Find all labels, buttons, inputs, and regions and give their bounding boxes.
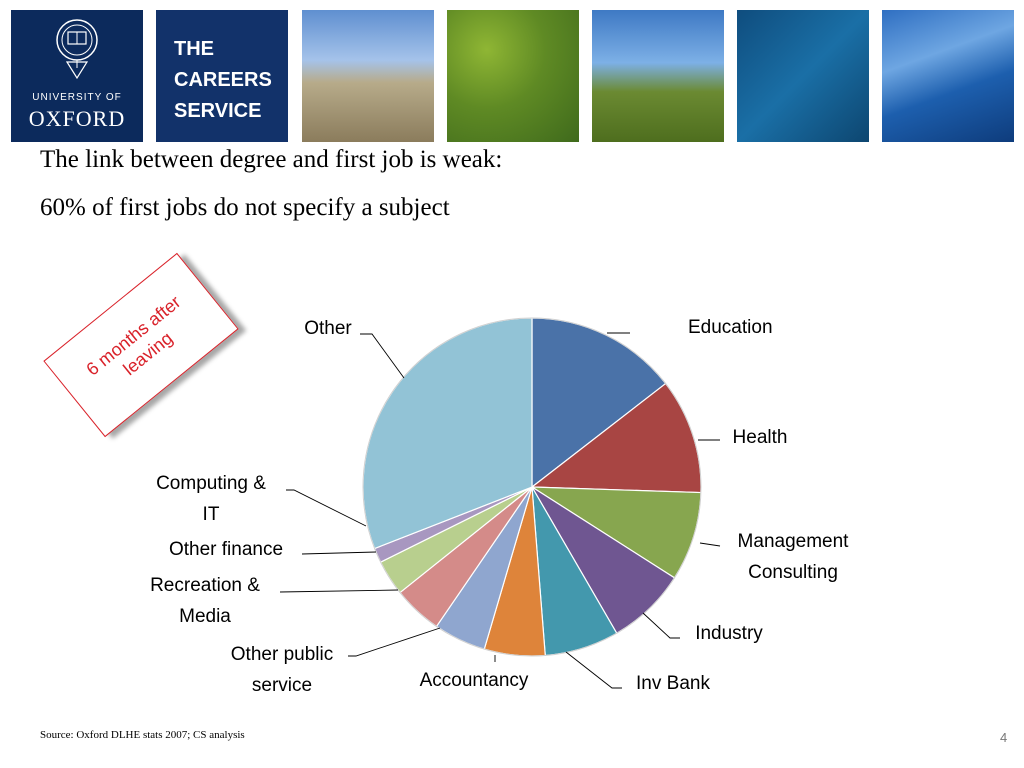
slice-label-other-finance: Other finance bbox=[169, 539, 283, 560]
oxford-logo: UNIVERSITY OF OXFORD bbox=[11, 10, 143, 142]
slice-label-accountancy: Accountancy bbox=[420, 670, 529, 691]
slice-label-other: Other bbox=[304, 318, 352, 339]
oxford-text: OXFORD bbox=[28, 106, 126, 131]
slice-label-other-public-service: Other public service bbox=[231, 644, 333, 696]
careers-service-title: THE CAREERS SERVICE bbox=[174, 38, 272, 122]
leader-line-recreation-media bbox=[279, 589, 399, 593]
heading-line-2: 60% of first jobs do not specify a subje… bbox=[40, 194, 450, 221]
banner-photo-field bbox=[592, 10, 724, 142]
banner-photo-green bbox=[447, 10, 579, 142]
banner-photo-building bbox=[882, 10, 1014, 142]
banner-photo-blue bbox=[737, 10, 869, 142]
leader-line-other bbox=[360, 333, 405, 379]
leader-line-inv-bank bbox=[565, 651, 622, 689]
oxford-crest-icon bbox=[56, 19, 98, 80]
banner-photo-radcliffe bbox=[302, 10, 434, 142]
leader-line-computing-it bbox=[286, 489, 367, 527]
leader-line-industry bbox=[642, 612, 680, 639]
header-banner: UNIVERSITY OF OXFORD THE CAREERS SERVICE bbox=[0, 10, 1024, 142]
pie-outline bbox=[362, 317, 702, 657]
slice-label-computing-it: Computing & IT bbox=[156, 473, 266, 525]
heading-line-1: The link between degree and first job is… bbox=[40, 146, 503, 173]
leader-line-other-finance bbox=[301, 551, 377, 555]
source-note: Source: Oxford DLHE stats 2007; CS analy… bbox=[40, 729, 245, 741]
slice-label-inv-bank: Inv Bank bbox=[636, 673, 710, 694]
slice-label-recreation-media: Recreation & Media bbox=[150, 575, 260, 627]
slice-label-industry: Industry bbox=[695, 623, 763, 644]
university-of-text: UNIVERSITY OF bbox=[32, 92, 122, 103]
slice-label-health: Health bbox=[733, 427, 788, 448]
careers-service-logo: THE CAREERS SERVICE bbox=[156, 10, 288, 142]
slice-label-education: Education bbox=[688, 317, 773, 338]
leader-line-other-public-service bbox=[348, 627, 441, 657]
page-number: 4 bbox=[1000, 730, 1008, 745]
slice-label-management-consulting: Management Consulting bbox=[738, 531, 850, 583]
leader-line-management-consulting bbox=[699, 542, 721, 547]
